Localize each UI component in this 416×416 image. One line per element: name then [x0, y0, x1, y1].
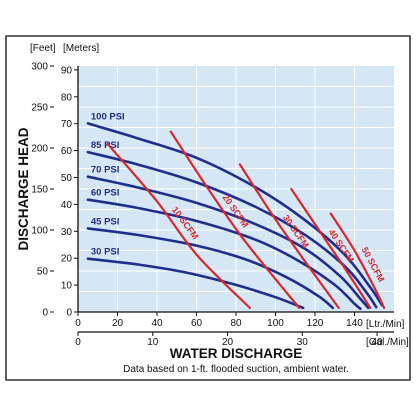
y-meters-tick-label: 80 — [61, 92, 73, 103]
x-gpm-tick-label: 40 — [371, 337, 383, 348]
y-secondary-unit: [Meters] — [63, 43, 99, 54]
x-gpm-tick-label: 20 — [222, 337, 234, 348]
y-meters-tick-label: 70 — [61, 119, 73, 130]
y-feet-tick-label: 150 — [31, 185, 48, 196]
y-meters-tick-label: 0 — [66, 308, 72, 319]
curve-20-scfm — [169, 130, 301, 309]
x-lpm-tick-label: 20 — [112, 318, 124, 329]
curve-45-psi — [86, 227, 335, 310]
y-feet-tick-label: 0 — [42, 308, 48, 319]
x-axis-title: WATER DISCHARGE — [170, 346, 303, 361]
x-gpm-tick-label: 10 — [147, 337, 159, 348]
y-meters-tick-label: 10 — [61, 281, 73, 292]
x-lpm-tick-label: 40 — [151, 318, 163, 329]
y-feet-tick-label: 250 — [31, 103, 48, 114]
x-gpm-tick-label: 30 — [297, 337, 309, 348]
y-primary-unit: [Feet] — [30, 43, 56, 54]
x-gpm-tick-label: 0 — [75, 337, 81, 348]
y-feet-tick-label: 50 — [37, 267, 49, 278]
curve-70-psi — [86, 175, 370, 310]
curve-40-scfm — [290, 187, 372, 309]
y-feet-tick-label: 200 — [31, 144, 48, 155]
x-lpm-tick-label: 80 — [230, 318, 242, 329]
curve-50-scfm — [329, 212, 386, 309]
y-meters-tick-label: 30 — [61, 227, 73, 238]
y-meters-tick-label: 60 — [61, 146, 73, 157]
footnote: Data based on 1-ft. flooded suction, amb… — [123, 364, 349, 375]
y-meters-tick-label: 90 — [61, 65, 73, 76]
label-70-psi: 70 PSI — [91, 165, 120, 176]
curve-60-psi — [86, 198, 362, 310]
y-meters-tick-label: 50 — [61, 173, 73, 184]
x-lpm-tick-label: 120 — [307, 318, 324, 329]
x-lpm-tick-label: 0 — [75, 318, 81, 329]
y-feet-tick-label: 100 — [31, 226, 48, 237]
curve-10-scfm — [106, 142, 251, 309]
curve-85-psi — [86, 150, 378, 309]
x-primary-unit: [Ltr./Min] — [366, 319, 405, 330]
y-meters-tick-label: 20 — [61, 254, 73, 265]
label-85-psi: 85 PSI — [91, 140, 120, 151]
pressure-curves: 100 PSI 85 PSI 70 PSI 60 PSI 45 PSI 30 PSI — [86, 111, 384, 310]
curve-30-psi — [86, 257, 305, 310]
x-lpm-tick-label: 60 — [191, 318, 203, 329]
y-axis-title: DISCHARGE HEAD — [16, 127, 31, 250]
label-45-psi: 45 PSI — [91, 216, 120, 227]
label-60-psi: 60 PSI — [91, 188, 120, 199]
label-30-psi: 30 PSI — [91, 247, 120, 258]
curve-30-scfm — [238, 163, 340, 309]
curve-100-psi — [86, 122, 384, 307]
x-secondary-unit: [Gal./Min] — [366, 337, 409, 348]
x-lpm-tick-label: 140 — [346, 318, 363, 329]
label-100-psi: 100 PSI — [91, 111, 125, 122]
grid — [78, 66, 394, 312]
y-feet-tick-label: 300 — [31, 62, 48, 73]
x-lpm-tick-label: 100 — [267, 318, 284, 329]
y-meters-tick-label: 40 — [61, 200, 73, 211]
